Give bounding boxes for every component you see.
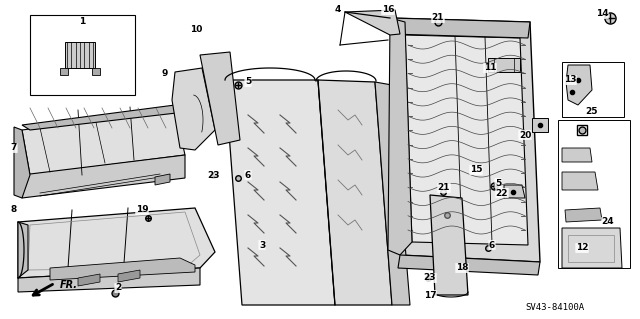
Text: 11: 11 [484,63,496,72]
Polygon shape [565,208,602,222]
Bar [558,120,630,268]
Text: 8: 8 [11,205,17,214]
Polygon shape [318,80,392,305]
Text: 20: 20 [519,130,531,139]
Polygon shape [65,42,95,68]
Polygon shape [390,18,540,262]
Polygon shape [566,65,592,105]
Text: 12: 12 [576,243,588,253]
Text: 21: 21 [432,13,444,23]
Polygon shape [562,172,598,190]
Polygon shape [22,105,185,130]
Polygon shape [488,58,520,72]
Text: 6: 6 [489,241,495,249]
Polygon shape [18,268,200,292]
Polygon shape [92,68,100,75]
Polygon shape [200,52,240,145]
Text: 5: 5 [245,78,251,86]
Text: 13: 13 [564,76,576,85]
Text: 23: 23 [207,170,220,180]
Text: 10: 10 [190,26,202,34]
Text: 21: 21 [438,183,451,192]
Text: 25: 25 [586,108,598,116]
Polygon shape [504,185,525,198]
Text: 3: 3 [259,241,265,249]
Text: 24: 24 [602,218,614,226]
Polygon shape [398,255,540,275]
Polygon shape [22,155,185,198]
Polygon shape [375,82,410,305]
Text: 7: 7 [11,144,17,152]
Polygon shape [225,80,335,305]
Polygon shape [50,258,195,280]
Text: 19: 19 [136,205,148,214]
Polygon shape [388,18,412,255]
Polygon shape [562,148,592,162]
Text: SV43-84100A: SV43-84100A [525,303,584,313]
Bar [30,15,135,95]
Polygon shape [405,35,528,245]
Text: 17: 17 [424,291,436,300]
Text: 22: 22 [496,189,508,197]
Text: 16: 16 [381,5,394,14]
Polygon shape [390,18,530,38]
Polygon shape [78,274,100,286]
Text: FR.: FR. [60,280,78,290]
Text: 2: 2 [115,284,121,293]
Polygon shape [562,228,622,268]
Text: 18: 18 [456,263,468,272]
Text: 6: 6 [245,170,251,180]
Text: 23: 23 [424,273,436,283]
Polygon shape [532,118,548,132]
Polygon shape [60,68,68,75]
Text: 5: 5 [495,179,501,188]
Polygon shape [172,68,215,150]
Text: 4: 4 [335,5,341,14]
Bar [562,62,624,117]
Polygon shape [430,195,468,295]
Text: 14: 14 [596,10,608,19]
Polygon shape [22,110,185,175]
Polygon shape [118,270,140,282]
Polygon shape [18,222,28,278]
Text: 9: 9 [162,70,168,78]
Text: 15: 15 [470,166,483,174]
Polygon shape [345,10,400,35]
Text: 1: 1 [79,18,85,26]
Polygon shape [14,127,30,198]
Polygon shape [18,208,215,278]
Polygon shape [155,174,170,185]
